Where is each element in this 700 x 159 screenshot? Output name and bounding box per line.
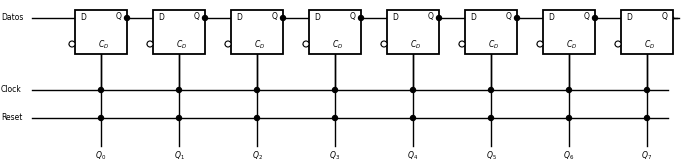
Text: D: D — [236, 13, 242, 21]
Circle shape — [147, 41, 153, 47]
Circle shape — [303, 41, 309, 47]
Text: Datos: Datos — [1, 14, 23, 23]
Circle shape — [410, 115, 416, 121]
Circle shape — [358, 15, 363, 21]
Text: D: D — [158, 13, 164, 21]
Text: Q: Q — [662, 13, 668, 21]
Text: Reset: Reset — [1, 114, 22, 122]
Circle shape — [645, 115, 650, 121]
Text: Q: Q — [116, 13, 122, 21]
Circle shape — [459, 41, 465, 47]
Text: Q: Q — [506, 13, 512, 21]
Circle shape — [537, 41, 543, 47]
Text: D: D — [470, 13, 476, 21]
Bar — [387, 10, 439, 54]
Circle shape — [592, 15, 598, 21]
Circle shape — [566, 87, 571, 93]
Text: $C_D$: $C_D$ — [332, 39, 344, 51]
Text: $C_D$: $C_D$ — [645, 39, 656, 51]
Bar — [75, 10, 127, 54]
Text: D: D — [626, 13, 632, 21]
Text: Q: Q — [194, 13, 200, 21]
Circle shape — [332, 87, 337, 93]
Text: $C_D$: $C_D$ — [176, 39, 188, 51]
Circle shape — [125, 15, 130, 21]
Text: $Q_1$: $Q_1$ — [174, 150, 184, 159]
Text: Q: Q — [350, 13, 356, 21]
Circle shape — [281, 15, 286, 21]
Text: $C_D$: $C_D$ — [99, 39, 110, 51]
Text: $C_D$: $C_D$ — [566, 39, 578, 51]
Text: $Q_0$: $Q_0$ — [95, 150, 106, 159]
Circle shape — [99, 87, 104, 93]
Text: $Q_4$: $Q_4$ — [407, 150, 419, 159]
Circle shape — [69, 41, 75, 47]
Text: $Q_5$: $Q_5$ — [486, 150, 496, 159]
Circle shape — [176, 115, 181, 121]
Text: $Q_6$: $Q_6$ — [564, 150, 575, 159]
Circle shape — [489, 87, 493, 93]
Text: Q: Q — [272, 13, 278, 21]
Text: $C_D$: $C_D$ — [410, 39, 421, 51]
Text: Q: Q — [428, 13, 434, 21]
Bar — [153, 10, 205, 54]
Bar — [621, 10, 673, 54]
Text: $Q_3$: $Q_3$ — [330, 150, 340, 159]
Text: D: D — [314, 13, 320, 21]
Circle shape — [437, 15, 442, 21]
Bar — [543, 10, 595, 54]
Text: Clock: Clock — [1, 86, 22, 94]
Circle shape — [381, 41, 387, 47]
Circle shape — [514, 15, 519, 21]
Text: D: D — [548, 13, 554, 21]
Circle shape — [225, 41, 231, 47]
Text: D: D — [80, 13, 86, 21]
Text: D: D — [392, 13, 398, 21]
Text: $C_D$: $C_D$ — [254, 39, 265, 51]
Circle shape — [566, 115, 571, 121]
Circle shape — [489, 115, 493, 121]
Text: $Q_2$: $Q_2$ — [251, 150, 262, 159]
Text: Q: Q — [584, 13, 590, 21]
Circle shape — [202, 15, 207, 21]
Circle shape — [410, 87, 416, 93]
Circle shape — [255, 115, 260, 121]
Bar — [309, 10, 361, 54]
Bar — [231, 10, 283, 54]
Circle shape — [176, 87, 181, 93]
Circle shape — [99, 115, 104, 121]
Circle shape — [645, 87, 650, 93]
Bar — [465, 10, 517, 54]
Circle shape — [255, 87, 260, 93]
Text: $Q_7$: $Q_7$ — [641, 150, 652, 159]
Circle shape — [615, 41, 621, 47]
Text: $C_D$: $C_D$ — [489, 39, 500, 51]
Circle shape — [332, 115, 337, 121]
